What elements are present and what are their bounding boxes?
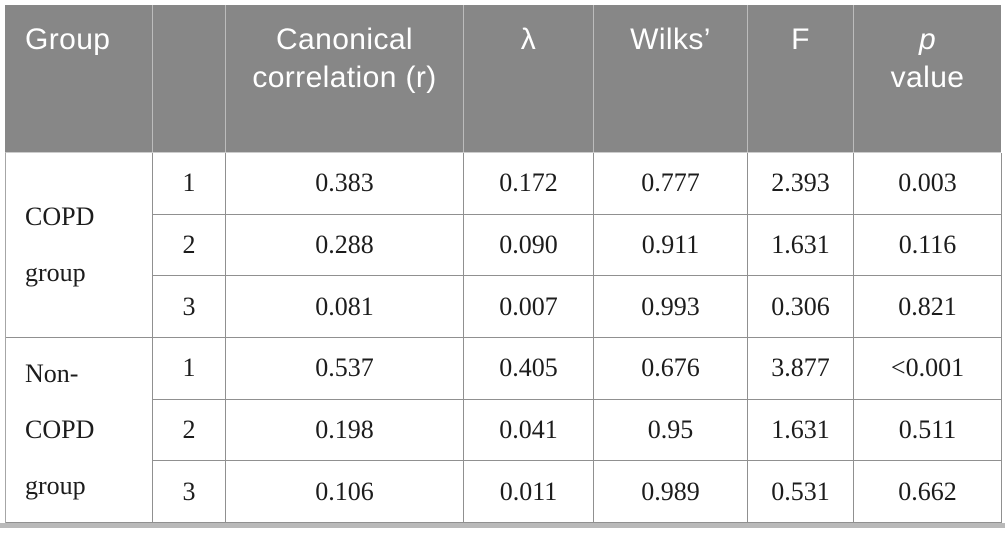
cell-index: 3: [153, 461, 226, 524]
cell-lambda: 0.172: [464, 153, 594, 215]
cell-canonical-r: 0.081: [226, 276, 464, 339]
cell-p: 0.662: [854, 461, 1002, 524]
cell-index: 3: [153, 276, 226, 339]
cell-lambda: 0.405: [464, 338, 594, 400]
cell-f: 1.631: [748, 399, 854, 462]
cell-wilks: 0.989: [594, 461, 748, 524]
cell-wilks: 0.676: [594, 338, 748, 400]
header-p-word: value: [890, 60, 965, 94]
cell-f: 1.631: [748, 214, 854, 277]
header-wilks: Wilks’: [593, 5, 747, 152]
cell-index: 2: [153, 214, 226, 277]
header-canonical-correlation: Canonical correlation (r): [225, 5, 463, 152]
cell-f: 3.877: [748, 338, 854, 400]
header-lambda: λ: [463, 5, 593, 152]
cell-p: 0.116: [854, 214, 1002, 277]
group-label-non-copd: Non- COPD group: [6, 338, 153, 524]
cell-wilks: 0.777: [594, 153, 748, 215]
cell-index: 1: [153, 153, 226, 215]
header-group: Group: [25, 23, 111, 56]
header-index: [152, 5, 225, 152]
cell-p: 0.821: [854, 276, 1002, 339]
cell-wilks: 0.911: [594, 214, 748, 277]
cell-canonical-r: 0.383: [226, 153, 464, 215]
cell-canonical-r: 0.106: [226, 461, 464, 524]
cell-p: 0.003: [854, 153, 1002, 215]
header-p-symbol: p: [918, 23, 937, 56]
table-bottom-rule: [0, 523, 1005, 528]
cell-f: 2.393: [748, 153, 854, 215]
cell-lambda: 0.041: [464, 399, 594, 462]
group-label-copd: COPD group: [6, 153, 153, 339]
cell-lambda: 0.090: [464, 214, 594, 277]
table-header-row: Group Canonical correlation (r) λ Wilks’…: [5, 5, 1001, 152]
cell-index: 2: [153, 399, 226, 462]
canonical-correlation-table: Group Canonical correlation (r) λ Wilks’…: [5, 5, 1002, 524]
cell-p: 0.511: [854, 399, 1002, 462]
table-body: COPD group 1 0.383 0.172 0.777 2.393 0.0…: [5, 152, 1002, 524]
cell-wilks: 0.993: [594, 276, 748, 339]
cell-p: <0.001: [854, 338, 1002, 400]
cell-canonical-r: 0.198: [226, 399, 464, 462]
cell-wilks: 0.95: [594, 399, 748, 462]
cell-index: 1: [153, 338, 226, 400]
header-f: F: [747, 5, 853, 152]
cell-f: 0.306: [748, 276, 854, 339]
cell-lambda: 0.007: [464, 276, 594, 339]
cell-canonical-r: 0.537: [226, 338, 464, 400]
cell-f: 0.531: [748, 461, 854, 524]
cell-canonical-r: 0.288: [226, 214, 464, 277]
header-p-value: p value: [853, 5, 1001, 152]
cell-lambda: 0.011: [464, 461, 594, 524]
